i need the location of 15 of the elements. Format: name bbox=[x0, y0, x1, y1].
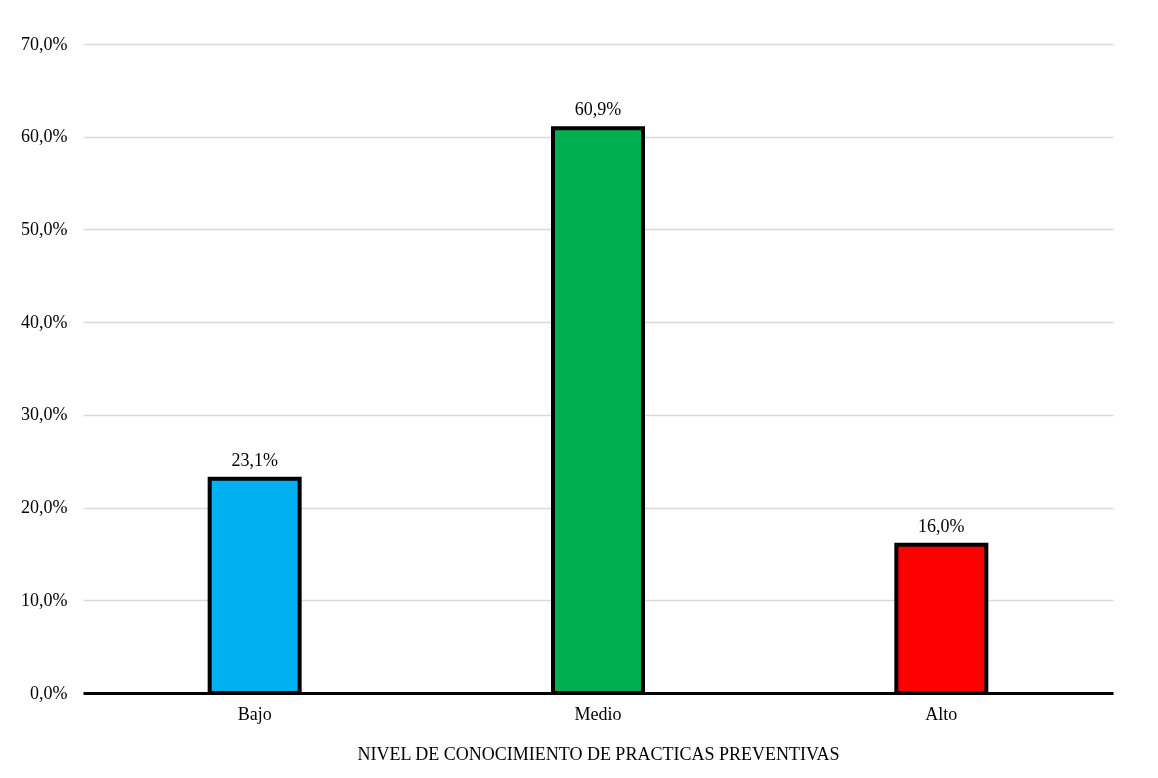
x-tick-label: Medio bbox=[574, 703, 622, 724]
y-tick-label: 20,0% bbox=[21, 497, 68, 518]
y-tick-label: 0,0% bbox=[30, 682, 68, 703]
data-label: 60,9% bbox=[574, 99, 622, 120]
y-tick-label: 50,0% bbox=[21, 218, 68, 239]
x-axis-title: NIVEL DE CONOCIMIENTO DE PRACTICAS PREVENTIVAS bbox=[357, 743, 840, 764]
data-label: 16,0% bbox=[918, 515, 965, 536]
y-tick-label: 40,0% bbox=[21, 311, 68, 332]
y-tick-label: 30,0% bbox=[21, 404, 68, 425]
x-tick-label: Alto bbox=[925, 703, 958, 724]
data-label: 23,1% bbox=[231, 449, 278, 470]
y-tick-label: 70,0% bbox=[21, 33, 68, 54]
x-tick-label: Bajo bbox=[237, 703, 272, 724]
y-tick-label: 10,0% bbox=[21, 589, 68, 610]
y-tick-label: 60,0% bbox=[21, 126, 68, 147]
